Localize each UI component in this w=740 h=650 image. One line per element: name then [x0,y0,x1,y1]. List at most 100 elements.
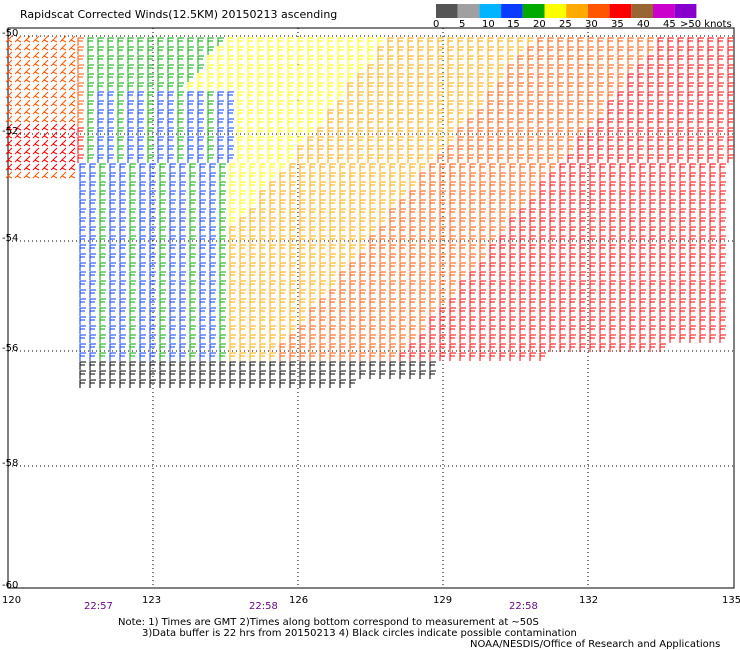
wind-barb [89,226,96,235]
wind-barb [119,217,126,226]
wind-barb [339,343,346,352]
barb-stroke [409,217,416,226]
wind-barb [399,343,406,352]
barb-stroke [239,379,246,388]
barb-stroke [127,127,134,136]
wind-barb [707,136,714,145]
barb-stroke [377,64,384,73]
wind-barb [699,163,706,172]
wind-barb [727,55,734,64]
barb-stroke [127,82,134,91]
wind-barb [489,190,496,199]
wind-barb [267,109,274,118]
wind-barb [459,244,466,253]
wind-barb [559,343,566,352]
barb-stroke [79,307,86,316]
wind-barb [147,109,154,118]
wind-barb [389,199,396,208]
wind-barb [679,316,686,325]
barb-stroke [41,59,49,67]
barb-stroke [127,91,134,100]
wind-barb [139,163,146,172]
wind-barb [499,181,506,190]
wind-barb [549,199,556,208]
wind-barb [657,46,664,55]
wind-barb [219,316,226,325]
wind-barb [147,82,154,91]
wind-barb [397,118,404,127]
wind-barb [359,343,366,352]
barb-stroke [337,154,344,163]
wind-barb [529,334,536,343]
wind-barb [559,181,566,190]
wind-barb [359,181,366,190]
wind-barb [377,127,384,136]
wind-barb [679,199,686,208]
barb-stroke [669,289,676,298]
wind-barb [269,298,276,307]
wind-barb [669,253,676,262]
barb-stroke [649,208,656,217]
wind-barb [467,127,474,136]
barb-stroke [97,154,104,163]
wind-barb [389,280,396,289]
wind-barb [99,352,106,361]
wind-barb [159,262,166,271]
barb-stroke [589,217,596,226]
wind-barb [389,262,396,271]
wind-barb [497,118,504,127]
barb-stroke [147,73,154,82]
wind-barb [677,100,684,109]
barb-stroke [717,55,724,64]
wind-barb [479,244,486,253]
barb-stroke [289,298,296,307]
wind-barb [269,361,276,370]
wind-barb [619,271,626,280]
barb-stroke [507,46,514,55]
barb-stroke [127,73,134,82]
wind-barb [619,190,626,199]
barb-stroke [697,145,704,154]
wind-barb [499,244,506,253]
barb-stroke [449,343,456,352]
wind-barb [319,370,326,379]
wind-barb [229,235,236,244]
wind-barb [337,136,344,145]
barb-stroke [677,100,684,109]
barb-stroke [619,253,626,262]
barb-stroke [309,352,316,361]
barb-stroke [229,253,236,262]
wind-barb [327,127,334,136]
wind-barb [299,334,306,343]
barb-stroke [87,145,94,154]
wind-barb [607,136,614,145]
barb-stroke [679,307,686,316]
wind-barb [539,289,546,298]
barb-stroke [457,64,464,73]
barb-stroke [219,226,226,235]
wind-barb [467,37,474,46]
barb-stroke [519,262,526,271]
barb-stroke [179,289,186,298]
barb-stroke [159,262,166,271]
barb-stroke [87,91,94,100]
barb-stroke [527,154,534,163]
barb-stroke [449,244,456,253]
wind-barb [539,235,546,244]
wind-barb [5,59,13,67]
wind-barb [129,361,136,370]
wind-barb [649,271,656,280]
wind-barb [569,181,576,190]
wind-barb [637,55,644,64]
wind-barb [467,46,474,55]
wind-barb [619,226,626,235]
wind-barb [499,307,506,316]
wind-barb [309,325,316,334]
wind-barb [609,163,616,172]
barb-stroke [637,37,644,46]
barb-stroke [357,82,364,91]
wind-barb [89,181,96,190]
wind-barb [299,172,306,181]
wind-barb [50,91,58,99]
wind-barb [489,217,496,226]
